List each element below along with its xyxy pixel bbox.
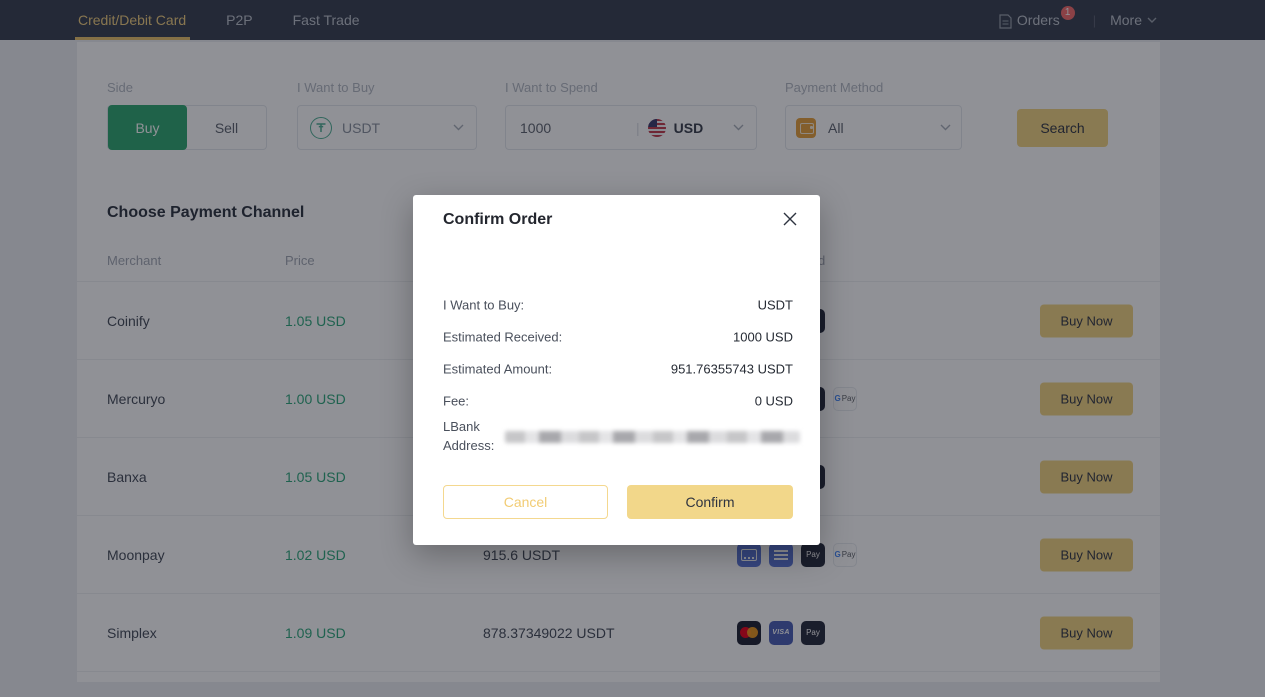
header-price: Price [285, 253, 315, 268]
order-summary: I Want to Buy: USDT Estimated Received: … [443, 289, 793, 417]
price-value: 1.02 USD [285, 546, 346, 563]
buy-now-button[interactable]: Buy Now [1040, 304, 1133, 337]
merchant-name: Mercuryo [107, 390, 166, 407]
payment-method-label: Payment Method [785, 80, 884, 95]
summary-row: I Want to Buy: USDT [443, 289, 793, 321]
chevron-down-icon[interactable] [733, 124, 744, 131]
price-value: 1.09 USD [285, 624, 346, 641]
summary-row: Fee: 0 USD [443, 385, 793, 417]
wallet-icon [796, 117, 816, 138]
buy-now-button[interactable]: Buy Now [1040, 616, 1133, 649]
estimated-amount: 915.6 USDT [483, 546, 561, 563]
confirm-button[interactable]: Confirm [627, 485, 793, 519]
tab-credit-debit-card[interactable]: Credit/Debit Card [78, 12, 187, 28]
visa-icon: VISA [769, 620, 793, 645]
sell-toggle-button[interactable]: Sell [214, 119, 239, 136]
want-buy-select[interactable]: USDT [297, 105, 477, 150]
card-back-icon [769, 542, 793, 567]
mastercard-icon [737, 620, 761, 645]
section-title: Choose Payment Channel [107, 204, 305, 221]
table-row: Moonpay 1.02 USD 915.6 USDT Pay G Pay Buy … [77, 516, 1160, 594]
payment-method-icons: VISA Pay [737, 620, 833, 645]
chevron-down-icon [453, 124, 464, 131]
price-value: 1.05 USD [285, 468, 346, 485]
summary-label: Estimated Amount: [443, 361, 553, 377]
modal-title: Confirm Order [443, 211, 553, 228]
side-label: Side [107, 80, 134, 95]
orders-doc-icon [999, 13, 1012, 29]
spend-currency-value: USD [673, 119, 704, 136]
nav-divider: | [1092, 12, 1097, 28]
tether-icon [310, 116, 332, 139]
summary-label: Estimated Received: [443, 329, 563, 345]
summary-row: Estimated Amount: 951.76355743 USDT [443, 353, 793, 385]
spend-amount-input[interactable] [518, 118, 636, 137]
summary-value: 0 USD [754, 393, 793, 409]
payment-method-select[interactable]: All [785, 105, 962, 150]
orders-badge: 1 [1060, 5, 1075, 20]
merchant-name: Banxa [107, 468, 147, 485]
tab-fast-trade[interactable]: Fast Trade [292, 12, 360, 28]
gpay-icon: G Pay [833, 386, 857, 411]
more-label: More [1110, 12, 1142, 28]
summary-row: Estimated Received: 1000 USD [443, 321, 793, 353]
search-button[interactable]: Search [1017, 109, 1108, 147]
card-front-icon [737, 542, 761, 567]
summary-label: I Want to Buy: [443, 297, 525, 313]
orders-label: Orders [1016, 11, 1060, 28]
table-row: Simplex 1.09 USD 878.37349022 USDT VISA P… [77, 594, 1160, 672]
buy-now-button[interactable]: Buy Now [1040, 460, 1133, 493]
gpay-icon: G Pay [833, 542, 857, 567]
summary-value: USDT [757, 297, 793, 313]
lbank-address-label: LBank Address: [443, 419, 495, 453]
summary-value: 1000 USD [733, 329, 793, 345]
tab-p2p[interactable]: P2P [226, 12, 253, 28]
summary-value: 951.76355743 USDT [670, 361, 793, 377]
merchant-name: Coinify [107, 312, 150, 329]
more-menu[interactable]: More [1110, 12, 1157, 28]
chevron-down-icon [1147, 17, 1157, 23]
top-nav: Credit/Debit Card P2P Fast Trade Orders … [0, 0, 1265, 40]
buy-now-button[interactable]: Buy Now [1040, 538, 1133, 571]
lbank-address-redacted [505, 431, 800, 443]
buy-now-button[interactable]: Buy Now [1040, 382, 1133, 415]
nav-right: Orders 1 | More [999, 0, 1157, 40]
price-value: 1.00 USD [285, 390, 346, 407]
merchant-name: Moonpay [107, 546, 165, 563]
estimated-amount: 878.37349022 USDT [483, 624, 615, 641]
payment-method-value: All [828, 119, 844, 136]
side-toggle: Buy Sell [107, 105, 267, 150]
cancel-button[interactable]: Cancel [443, 485, 608, 519]
header-merchant: Merchant [107, 253, 162, 268]
confirm-order-modal: Confirm Order I Want to Buy: USDT Estima… [413, 195, 820, 545]
want-buy-value: USDT [342, 119, 381, 136]
active-tab-underline [75, 37, 190, 40]
nav-tabs: Credit/Debit Card P2P Fast Trade [78, 0, 360, 40]
close-icon[interactable] [780, 209, 800, 229]
summary-label: Fee: [443, 393, 470, 409]
want-buy-label: I Want to Buy [297, 80, 375, 95]
want-spend-label: I Want to Spend [505, 80, 598, 95]
chevron-down-icon [940, 124, 951, 131]
apple-pay-icon: Pay [801, 620, 825, 645]
buy-toggle-button[interactable]: Buy [108, 105, 187, 150]
merchant-name: Simplex [107, 624, 157, 641]
price-value: 1.05 USD [285, 312, 346, 329]
want-spend-field: | USD [505, 105, 757, 150]
orders-link[interactable]: Orders 1 [999, 5, 1079, 29]
apple-pay-icon: Pay [801, 542, 825, 567]
us-flag-icon [647, 118, 666, 137]
